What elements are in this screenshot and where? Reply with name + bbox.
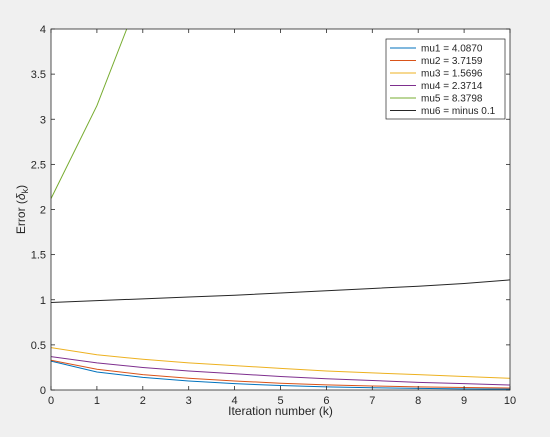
- legend-label-2: mu2 = 3.7159: [421, 56, 483, 67]
- y-axis-label-subscript: k: [20, 188, 30, 193]
- y-tick-label-0: 0: [40, 385, 46, 397]
- y-tick-label-6: 3: [40, 114, 46, 126]
- series-line-6: [51, 279, 510, 303]
- x-tick-label-4: 4: [232, 395, 238, 407]
- legend-label-1: mu1 = 4.0870: [421, 44, 483, 55]
- x-tick-label-2: 2: [140, 395, 146, 407]
- x-tick-label-8: 8: [415, 395, 421, 407]
- y-tick-label-3: 1.5: [31, 250, 46, 262]
- y-tick-label-7: 3.5: [31, 69, 46, 81]
- y-tick-label-1: 0.5: [31, 340, 46, 352]
- x-tick-label-10: 10: [504, 395, 516, 407]
- legend-label-3: mu3 = 1.5696: [421, 69, 483, 80]
- y-tick-labels: 0 0.5 1 1.5 2 2.5 3 3.5 4: [31, 24, 46, 397]
- x-tick-labels: 0 1 2 3 4 5 6 7 8 9 10: [48, 395, 516, 407]
- y-axis-label-symbol: δ: [14, 193, 28, 200]
- legend-label-4: mu4 = 2.3714: [421, 81, 483, 92]
- y-axis-label: Error (δk): [14, 185, 30, 234]
- y-tick-label-4: 2: [40, 205, 46, 217]
- series-layer: [51, 29, 510, 390]
- tick-layer: [50, 28, 511, 391]
- series-line-3: [51, 347, 510, 379]
- y-tick-label-5: 2.5: [31, 159, 46, 171]
- x-tick-label-5: 5: [277, 395, 283, 407]
- legend-box: [385, 38, 506, 120]
- y-axis-label-main: Error (: [14, 200, 28, 234]
- x-tick-label-7: 7: [369, 395, 375, 407]
- x-tick-label-3: 3: [186, 395, 192, 407]
- x-tick-label-6: 6: [323, 395, 329, 407]
- series-line-5: [51, 29, 128, 199]
- series-line-2: [51, 359, 510, 389]
- y-axis-label-close: ): [14, 185, 28, 189]
- legend-label-6: mu6 = minus 0.1: [421, 106, 496, 117]
- x-tick-label-9: 9: [461, 395, 467, 407]
- x-tick-label-0: 0: [48, 395, 54, 407]
- y-tick-label-8: 4: [40, 24, 46, 36]
- legend-label-5: mu5 = 8.3798: [421, 94, 483, 105]
- x-tick-label-1: 1: [94, 395, 100, 407]
- x-axis-label: Iteration number (k): [228, 404, 333, 418]
- series-line-4: [51, 356, 510, 386]
- series-line-1: [51, 360, 510, 390]
- y-tick-label-2: 1: [40, 295, 46, 307]
